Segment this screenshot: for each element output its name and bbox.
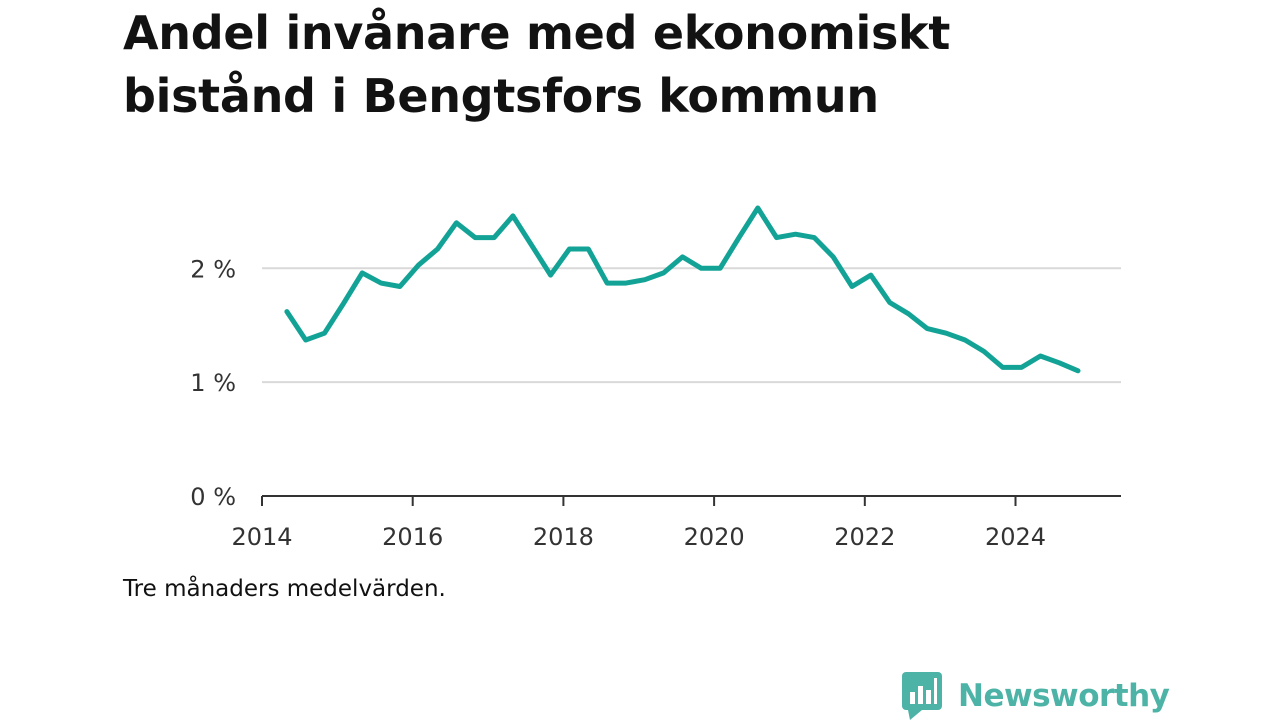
y-tick-label: 2 % — [190, 255, 236, 283]
chart-title: Andel invånare med ekonomiskt bistånd i … — [123, 6, 951, 123]
x-tick-label: 2022 — [834, 523, 895, 551]
chart-note: Tre månaders medelvärden. — [123, 576, 446, 602]
series — [284, 205, 1081, 374]
newsworthy-logo: Newsworthy — [902, 672, 1170, 720]
chart-bubble-icon — [902, 672, 942, 720]
y-tick-label: 1 % — [190, 369, 236, 397]
y-tick-label: 0 % — [190, 483, 236, 511]
tick-labels: 0 % 1 % 2 % 2014 2016 2018 2020 2022 2024 — [190, 255, 1046, 551]
x-tick-label: 2024 — [985, 523, 1046, 551]
x-tick-label: 2018 — [533, 523, 594, 551]
series-line — [284, 205, 1081, 374]
x-tick-label: 2020 — [684, 523, 745, 551]
brand-name: Newsworthy — [958, 678, 1170, 714]
axes — [261, 495, 1121, 506]
gridlines — [262, 267, 1121, 384]
x-tick-label: 2016 — [382, 523, 443, 551]
x-tick-label: 2014 — [231, 523, 292, 551]
